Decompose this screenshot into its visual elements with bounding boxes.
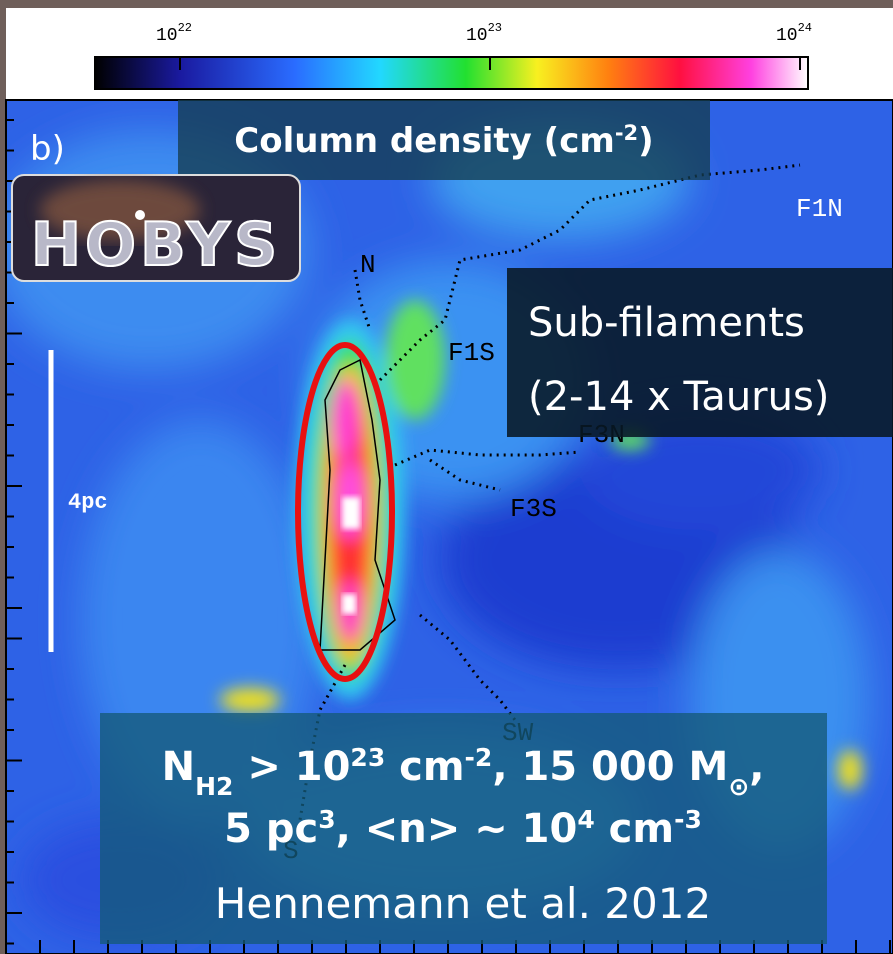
panel-label: b) xyxy=(30,129,65,169)
subscript: H2 xyxy=(195,772,233,801)
text-run: , xyxy=(749,744,764,790)
supscript: 4 xyxy=(577,805,594,834)
text-run: , 15 000 M xyxy=(492,744,728,790)
filament-label: N xyxy=(360,250,376,280)
tick-base: 10 xyxy=(466,26,488,46)
supscript: -2 xyxy=(615,121,638,145)
text-run: cm xyxy=(595,806,674,852)
title-box xyxy=(178,100,710,180)
filament-label: F1S xyxy=(448,338,495,368)
tick-exponent: 22 xyxy=(178,21,192,35)
tick-exponent: 23 xyxy=(488,21,502,35)
colorbar-tick-label: 1022 xyxy=(156,21,192,46)
text-run: 5 pc xyxy=(224,806,318,852)
text-run: ) xyxy=(638,121,654,161)
reference: Hennemann et al. 2012 xyxy=(215,879,711,928)
summary-box xyxy=(100,713,827,944)
text-run: Column density (cm xyxy=(234,121,615,161)
subfilament-box xyxy=(507,268,893,437)
supscript: 23 xyxy=(350,743,385,772)
colorbar xyxy=(94,56,809,90)
supscript: -2 xyxy=(465,743,493,772)
text-run: , <n> ~ 10 xyxy=(336,806,578,852)
summary: NH2 > 1023 cm-2, 15 000 M⊙,5 pc3, <n> ~ … xyxy=(162,743,765,853)
supscript: -3 xyxy=(674,805,702,834)
filament-label: F1N xyxy=(796,194,843,224)
colorbar-tick-label: 1024 xyxy=(776,21,812,46)
text-run: cm xyxy=(385,744,464,790)
tick-exponent: 24 xyxy=(798,21,812,35)
filament-label: F3S xyxy=(510,494,557,524)
scale-label: 4pc xyxy=(68,490,108,515)
colorbar-tick-label: 1023 xyxy=(466,21,502,46)
subfilament-text: Sub-filaments xyxy=(528,300,805,346)
text-run: N xyxy=(162,744,195,790)
hobys-logo: HOBYS xyxy=(11,174,301,282)
logo-text: HOBYS xyxy=(31,210,281,280)
tick-base: 10 xyxy=(156,26,178,46)
text-run: > 10 xyxy=(233,744,350,790)
subscript: ⊙ xyxy=(728,772,749,801)
tick-base: 10 xyxy=(776,26,798,46)
subfilament-text: (2-14 x Taurus) xyxy=(528,374,829,420)
summary-line: 5 pc3, <n> ~ 104 cm-3 xyxy=(224,805,702,853)
title: Column density (cm-2) xyxy=(234,121,653,161)
summary-line: NH2 > 1023 cm-2, 15 000 M⊙, xyxy=(162,743,765,801)
supscript: 3 xyxy=(318,805,335,834)
colorbar-ticks: 1022 1023 1024 xyxy=(156,21,812,70)
